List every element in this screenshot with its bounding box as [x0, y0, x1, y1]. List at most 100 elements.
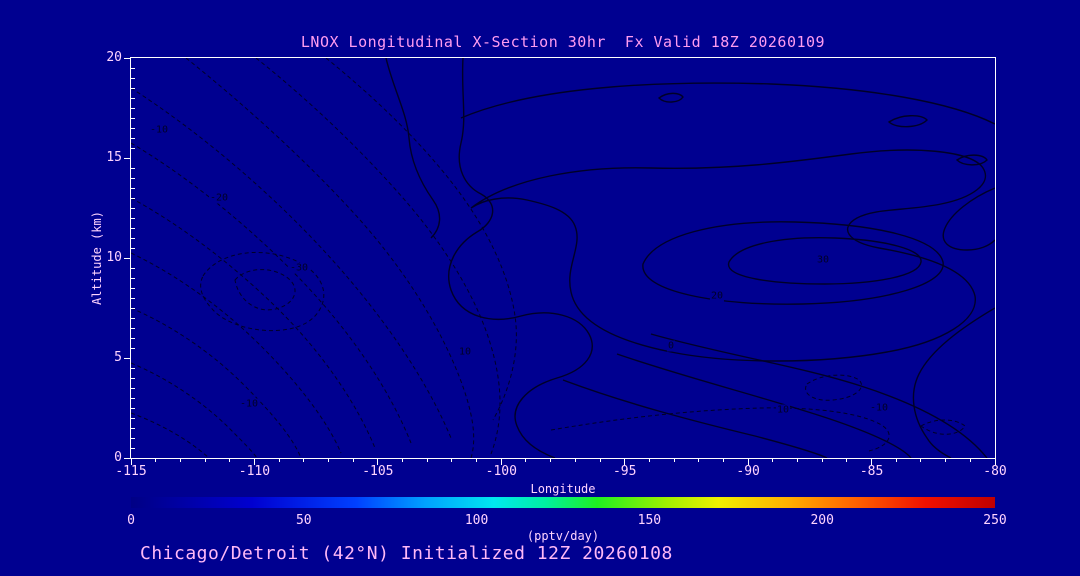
colorbar-tick-label: 150 [637, 513, 662, 528]
contour-svg [131, 58, 995, 458]
tick-mark [131, 237, 135, 239]
contour-line-level--10 [255, 58, 501, 455]
x-tick-label: -85 [859, 464, 884, 479]
contour-labels: -10 -20 -30 -10 10 0 20 30 10 -10 [131, 58, 995, 458]
contour-label: 10 [457, 346, 473, 358]
contour-line-level-10 [942, 187, 995, 251]
colorbar-tick-label: 200 [810, 513, 834, 528]
tick-mark [131, 447, 135, 449]
tick-mark [131, 87, 135, 89]
tick-mark [131, 147, 135, 149]
x-tick-label: -100 [485, 464, 517, 479]
colorbar-tick-label: 0 [127, 513, 135, 528]
tick-mark [722, 459, 724, 462]
tick-mark [124, 457, 131, 459]
contour-label: 0 [666, 340, 676, 352]
contour-line-level-10 [887, 115, 928, 128]
y-tick-label: 10 [106, 250, 122, 265]
tick-mark [747, 459, 749, 465]
tick-mark [550, 459, 552, 462]
contour-line-level--10 [131, 362, 258, 458]
contour-line-level--10 [805, 374, 862, 401]
chart-subtitle: Chicago/Detroit (42°N) Initialized 12Z 2… [140, 543, 673, 564]
tick-mark [155, 459, 157, 462]
contour-label: -30 [288, 262, 310, 274]
contour-line-level--10 [325, 58, 517, 421]
tick-mark [402, 459, 404, 462]
x-tick-label: -115 [115, 464, 147, 479]
tick-mark [476, 459, 478, 462]
tick-mark [945, 459, 947, 462]
tick-mark [599, 459, 601, 462]
contour-line-level-0 [385, 58, 441, 239]
tick-mark [797, 459, 798, 462]
tick-mark [131, 67, 135, 69]
tick-mark [131, 137, 135, 139]
contour-line-level--10 [131, 87, 452, 439]
contour-label: -10 [868, 402, 890, 414]
tick-mark [131, 197, 135, 199]
y-tick-label: 15 [106, 150, 122, 165]
contour-line-level--30 [200, 252, 325, 332]
tick-mark [303, 459, 305, 462]
tick-mark [772, 459, 774, 462]
tick-mark [131, 407, 135, 409]
x-tick-label: -80 [983, 464, 1007, 479]
y-tick-label: 5 [114, 350, 122, 365]
contour-line-level-30 [728, 237, 922, 285]
tick-mark [352, 459, 354, 462]
chart-title: LNOX Longitudinal X-Section 30hr Fx Vali… [300, 33, 826, 51]
tick-mark [131, 377, 135, 379]
tick-mark [124, 357, 131, 359]
tick-mark [377, 459, 379, 465]
plot-area: -10 -20 -30 -10 10 0 20 30 10 -10 [130, 57, 996, 459]
tick-mark [451, 459, 453, 462]
tick-mark [131, 187, 135, 189]
tick-mark [871, 459, 873, 465]
tick-mark [131, 327, 135, 329]
contour-line-level--10 [550, 407, 890, 452]
tick-mark [124, 157, 131, 159]
tick-mark [994, 459, 996, 465]
tick-mark [920, 459, 922, 462]
tick-mark [124, 57, 131, 59]
x-tick-label: -90 [736, 464, 760, 479]
contour-label: 20 [709, 290, 725, 302]
tick-mark [624, 459, 626, 465]
contour-line-level--10 [131, 142, 412, 444]
tick-mark [131, 317, 135, 319]
contour-line-level-10 [460, 82, 995, 125]
contour-line-level-0 [616, 353, 912, 458]
tick-mark [131, 287, 135, 289]
tick-mark [131, 437, 135, 439]
contour-line-level--10 [920, 419, 966, 435]
tick-mark [131, 337, 135, 339]
tick-mark [846, 459, 848, 462]
tick-mark [204, 459, 206, 462]
contour-line-level--10 [131, 307, 302, 458]
tick-mark [698, 459, 700, 462]
x-axis-title: Longitude [530, 482, 596, 496]
tick-mark [648, 459, 650, 462]
tick-mark [821, 459, 823, 462]
tick-mark [131, 177, 135, 179]
tick-mark [131, 417, 135, 419]
tick-mark [525, 459, 527, 462]
tick-mark [131, 267, 135, 269]
contour-line-level-10 [470, 149, 986, 362]
tick-mark [131, 297, 135, 299]
tick-mark [131, 97, 135, 99]
tick-mark [131, 77, 135, 79]
colorbar-tick-label: 250 [983, 513, 1007, 528]
contour-line-level--20 [131, 197, 376, 449]
contour-line-level-20 [642, 221, 944, 305]
tick-mark [131, 227, 135, 229]
tick-mark [131, 167, 135, 169]
y-tick-label: 20 [106, 50, 122, 65]
contour-line-level-10 [650, 333, 988, 458]
tick-mark [131, 367, 135, 369]
colorbar-tick-label: 50 [295, 513, 312, 528]
tick-mark [278, 459, 280, 462]
y-tick-label: 0 [114, 450, 122, 465]
